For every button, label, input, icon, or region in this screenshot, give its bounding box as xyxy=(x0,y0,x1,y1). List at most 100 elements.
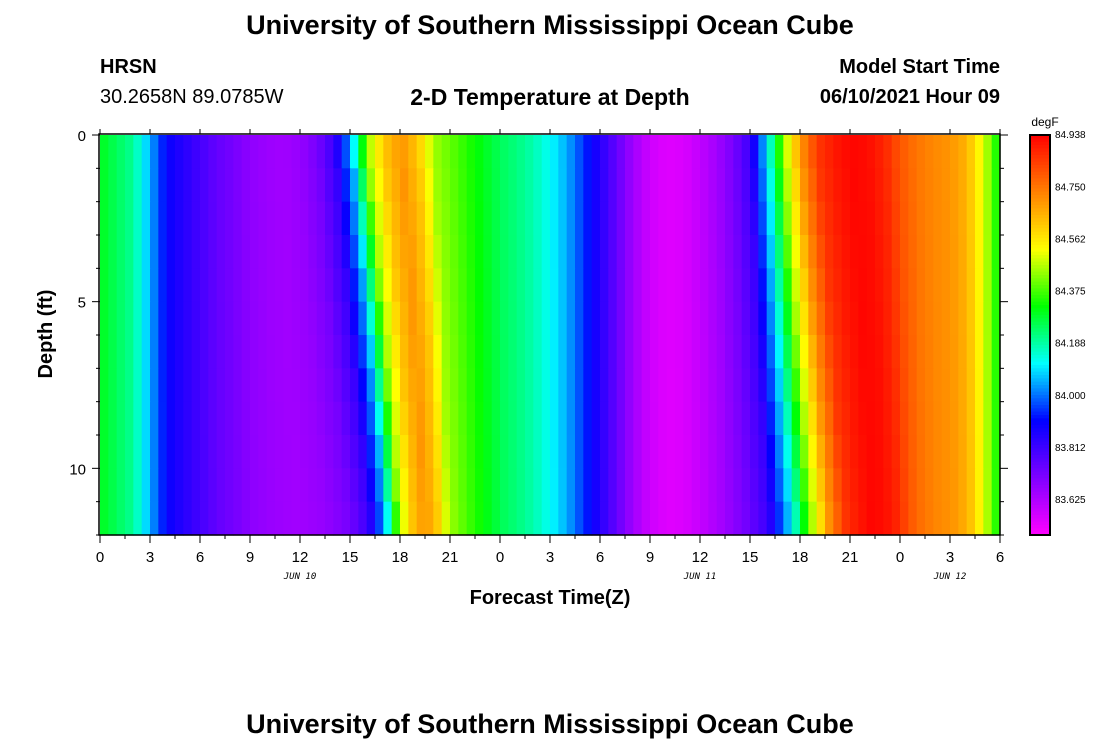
heatmap-cell xyxy=(333,368,343,403)
heatmap-cell xyxy=(200,435,209,469)
heatmap-cell xyxy=(108,301,118,336)
heatmap-cell xyxy=(150,501,159,536)
heatmap-cell xyxy=(550,268,559,303)
heatmap-cell xyxy=(558,135,568,169)
heatmap-cell xyxy=(650,335,659,369)
heatmap-cell xyxy=(658,401,668,436)
heatmap-cell xyxy=(575,201,584,236)
heatmap-cell xyxy=(383,335,393,369)
heatmap-cell xyxy=(358,135,368,169)
heatmap-cell xyxy=(483,368,493,403)
heatmap-cell xyxy=(608,435,618,469)
heatmap-cell xyxy=(733,301,743,336)
heatmap-cell xyxy=(658,235,668,269)
heatmap-cell xyxy=(833,435,843,469)
heatmap-cell xyxy=(650,235,659,269)
axes: 0 3 6 9 12 15 18 21 0 3 6 9 12 15 18 21 0 3 6 JUN 10 JUN 11 J… xyxy=(69,128,1008,582)
heatmap-cell xyxy=(658,301,668,336)
heatmap-cell xyxy=(891,468,901,503)
heatmap-cell xyxy=(125,268,134,303)
heatmap-cell xyxy=(500,435,509,469)
heatmap-cell xyxy=(716,135,726,169)
heatmap-cell xyxy=(933,368,943,403)
heatmap-cell xyxy=(741,268,751,303)
heatmap-cell xyxy=(808,235,818,269)
heatmap-cell xyxy=(416,501,426,536)
heatmap-cell xyxy=(266,135,276,169)
heatmap-cell xyxy=(533,301,543,336)
heatmap-cell xyxy=(266,168,276,203)
heatmap-cell xyxy=(541,435,551,469)
heatmap-cell xyxy=(591,368,601,403)
heatmap-cell xyxy=(350,335,359,369)
heatmap-cell xyxy=(275,401,284,436)
heatmap-cell xyxy=(400,235,409,269)
heatmap-cell xyxy=(766,368,776,403)
heatmap-cell xyxy=(333,501,343,536)
heatmap-cell xyxy=(258,301,268,336)
heatmap-cell xyxy=(600,501,609,536)
heatmap-cell xyxy=(966,401,976,436)
heatmap-cell xyxy=(658,435,668,469)
heatmap-cell xyxy=(650,268,659,303)
heatmap-cell xyxy=(408,335,418,369)
heatmap-cell xyxy=(341,301,351,336)
heatmap-cell xyxy=(958,435,968,469)
colorbar-segment xyxy=(1030,251,1050,256)
colorbar-segment xyxy=(1030,198,1050,203)
heatmap-cell xyxy=(625,335,634,369)
heatmap-cell xyxy=(733,468,743,503)
heatmap-cell xyxy=(975,435,984,469)
colorbar-segment xyxy=(1030,211,1050,216)
heatmap-cell xyxy=(683,335,693,369)
heatmap-cell xyxy=(375,435,384,469)
heatmap-cell xyxy=(716,435,726,469)
heatmap-cell xyxy=(350,468,359,503)
heatmap-cell xyxy=(558,368,568,403)
heatmap-cell xyxy=(150,335,159,369)
heatmap-cell xyxy=(766,235,776,269)
heatmap-cell xyxy=(991,135,1001,169)
colorbar-unit-label: degF xyxy=(1031,115,1058,129)
heatmap-cell xyxy=(700,301,709,336)
heatmap-cell xyxy=(266,301,276,336)
colorbar-segment xyxy=(1030,468,1050,473)
heatmap-cell xyxy=(616,368,626,403)
heatmap-cell xyxy=(250,201,259,236)
heatmap-cell xyxy=(291,268,301,303)
heatmap-cell xyxy=(483,201,493,236)
heatmap-cell xyxy=(983,501,993,536)
heatmap-cell xyxy=(891,301,901,336)
heatmap-cell xyxy=(925,168,934,203)
heatmap-cell xyxy=(200,201,209,236)
heatmap-cell xyxy=(850,501,859,536)
heatmap-cell xyxy=(208,501,218,536)
heatmap-cell xyxy=(933,401,943,436)
heatmap-cell xyxy=(991,468,1001,503)
heatmap-cell xyxy=(291,135,301,169)
heatmap-cell xyxy=(958,235,968,269)
heatmap-cell xyxy=(641,368,651,403)
heatmap-cell xyxy=(916,201,926,236)
heatmap-cell xyxy=(350,235,359,269)
heatmap-cell xyxy=(541,301,551,336)
heatmap-cell xyxy=(700,201,709,236)
heatmap-cell xyxy=(275,135,284,169)
heatmap-cell xyxy=(625,501,634,536)
colorbar-segment xyxy=(1030,481,1050,486)
heatmap-cell xyxy=(366,268,376,303)
heatmap-cell xyxy=(941,201,951,236)
heatmap-cell xyxy=(358,501,368,536)
heatmap-cell xyxy=(808,135,818,169)
heatmap-cell xyxy=(858,268,868,303)
heatmap-cell xyxy=(458,268,468,303)
heatmap-cell xyxy=(275,368,284,403)
heatmap-cell xyxy=(850,468,859,503)
heatmap-cell xyxy=(883,135,893,169)
heatmap-cell xyxy=(400,401,409,436)
heatmap-cell xyxy=(483,235,493,269)
x-tick-label: 0 xyxy=(496,549,504,566)
heatmap-cell xyxy=(933,168,943,203)
heatmap-cell xyxy=(575,468,584,503)
heatmap-cell xyxy=(441,168,451,203)
